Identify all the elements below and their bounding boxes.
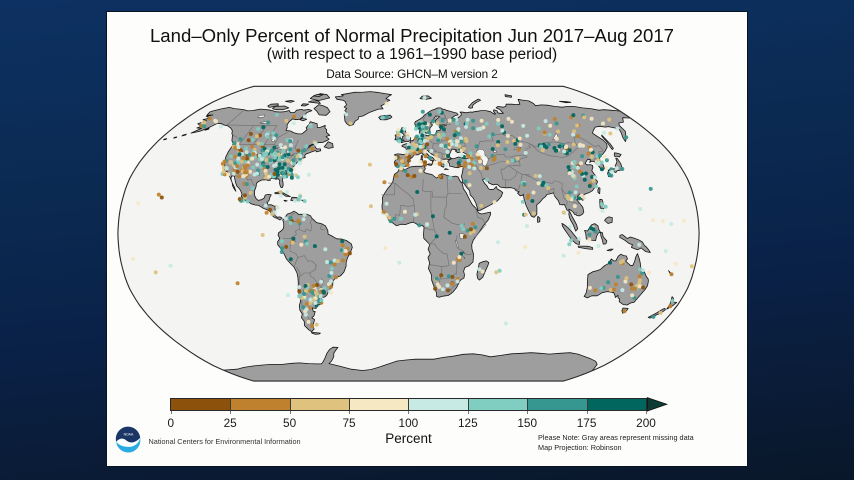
svg-text:NOAA: NOAA [124,432,134,436]
